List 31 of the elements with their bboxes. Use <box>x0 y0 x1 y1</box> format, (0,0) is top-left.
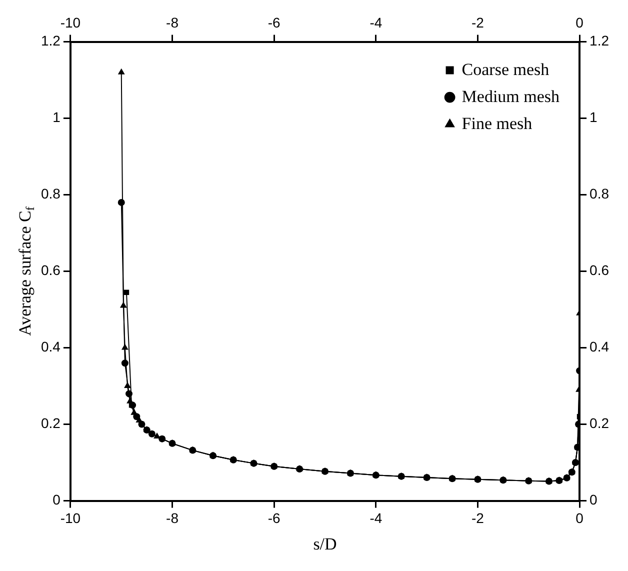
y2-tick-label: 0.2 <box>590 415 610 432</box>
y-tick-label: 0 <box>52 492 61 508</box>
y-tick-label: 0.6 <box>40 262 61 278</box>
x-tick-label: -10 <box>60 510 81 526</box>
y2-tick-label: 0 <box>590 492 598 508</box>
x-tick-label: -4 <box>370 510 382 526</box>
x-tick-label: -2 <box>471 510 484 526</box>
x-tick-label: -6 <box>268 510 281 526</box>
x2-tick-label: -6 <box>268 14 281 30</box>
x2-tick-label: -2 <box>471 14 484 30</box>
x2-tick-label: -4 <box>370 14 382 30</box>
y2-tick-label: 0.6 <box>590 262 610 278</box>
y2-tick-label: 1 <box>590 109 598 126</box>
y-axis-title: Average surface Cf <box>15 206 38 336</box>
x-tick-label: -8 <box>166 510 179 526</box>
legend-label: Fine mesh <box>462 114 533 133</box>
legend-label: Medium mesh <box>462 86 560 106</box>
x-tick-label: 0 <box>576 510 584 526</box>
y-tick-label: 0.2 <box>40 415 61 432</box>
y-tick-label: 0.4 <box>40 338 61 355</box>
x2-tick-label: 0 <box>576 14 584 30</box>
y-tick-label: 0.8 <box>40 186 61 202</box>
x2-tick-label: -10 <box>60 14 81 30</box>
y2-tick-label: 0.4 <box>590 338 610 355</box>
legend-label: Coarse mesh <box>462 60 550 79</box>
y2-tick-label: 0.8 <box>590 186 610 202</box>
y-tick-label: 1 <box>52 109 61 126</box>
y-tick-label: 1.2 <box>40 32 61 49</box>
x-axis-title: s/D <box>313 534 337 554</box>
y2-tick-label: 1.2 <box>590 32 610 49</box>
x2-tick-label: -8 <box>166 14 179 30</box>
